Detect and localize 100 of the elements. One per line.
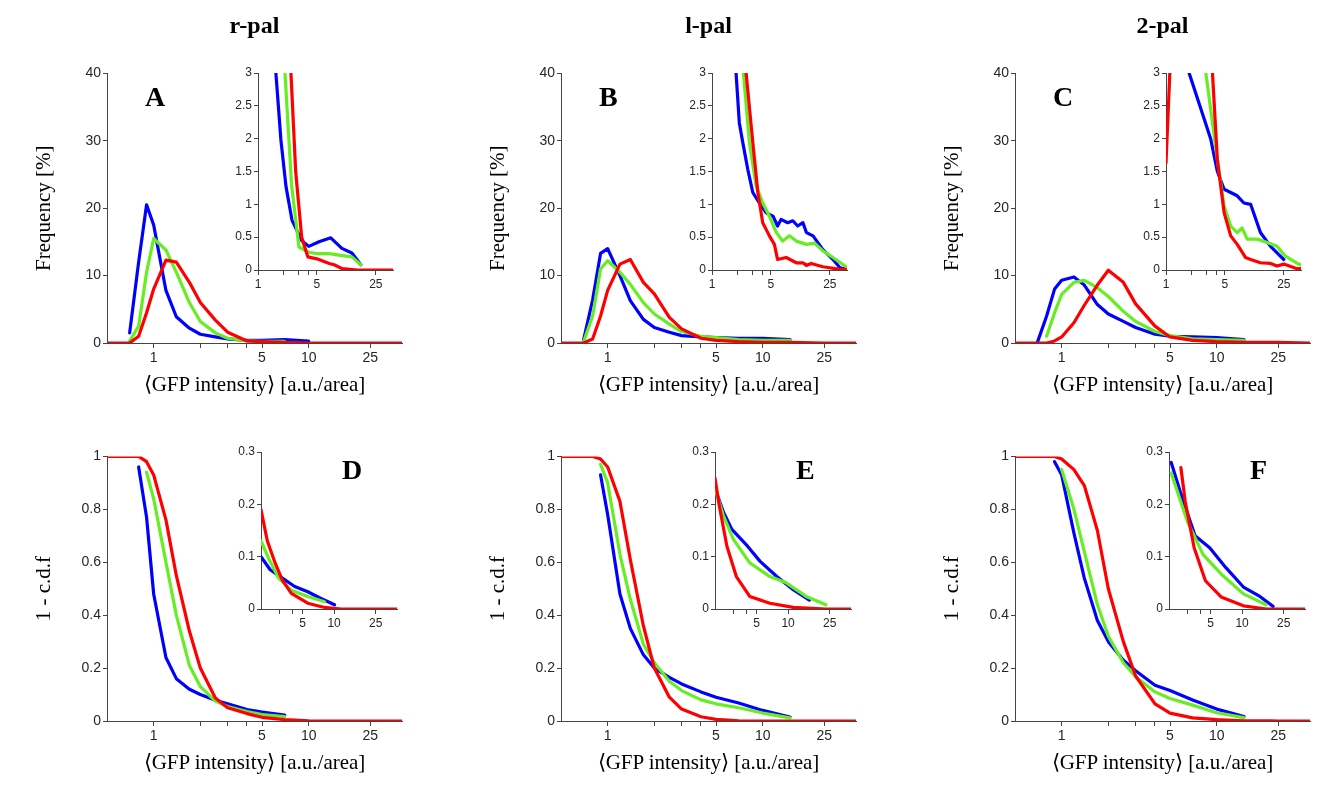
y-tick-label: 0 [245,262,253,277]
y-tick-label: 0.8 [535,500,556,517]
annotation: C [1053,81,1074,113]
x-axis-title: ⟨GFP intensity⟩ [a.u./area] [143,749,366,774]
x-tick-label: 5 [1166,349,1175,366]
y-tick-label: 0.5 [235,229,253,244]
x-tick-label: 10 [327,615,342,630]
x-tick-label: 25 [362,727,379,744]
y-tick-label: 2.5 [1143,98,1161,113]
x-axis-title: ⟨GFP intensity⟩ [a.u./area] [143,371,366,396]
y-tick-label: 0 [93,711,102,728]
y-tick-label: 30 [993,131,1010,148]
y-tick-label: 0.2 [692,496,710,511]
x-axis-title: ⟨GFP intensity⟩ [a.u./area] [1051,371,1274,396]
y-tick-label: 0.4 [81,606,102,623]
x-tick-label: 1 [149,349,158,366]
y-tick-label: 0.5 [1143,229,1161,244]
y-tick-label: 1 [1153,196,1161,211]
y-tick-label: 0.5 [689,229,707,244]
y-tick-label: 0.4 [989,606,1010,623]
y-tick-label: 0 [547,333,556,350]
x-tick-label: 10 [1235,615,1250,630]
y-tick-label: 0 [1156,601,1164,616]
y-tick-label: 1 [547,447,556,464]
x-tick-label: 25 [816,349,833,366]
y-tick-label: 40 [85,64,102,81]
y-tick-label: 40 [993,64,1010,81]
x-tick-label: 25 [823,276,837,291]
x-tick-label: 5 [712,349,721,366]
x-tick-label: 1 [1057,727,1066,744]
x-tick-label: 25 [368,615,383,630]
chart-title: 2-pal [1135,12,1190,39]
y-tick-label: 0.8 [81,500,102,517]
y-tick-label: 0 [1153,262,1161,277]
y-tick-label: 0 [93,333,102,350]
y-tick-label: 0 [248,601,256,616]
y-tick-label: 2.5 [235,98,253,113]
y-tick-label: 3 [1153,65,1161,80]
y-tick-label: 0.4 [535,606,556,623]
y-tick-label: 0.1 [238,548,256,563]
x-tick-label: 10 [754,727,771,744]
annotation: A [145,81,166,113]
x-tick-label: 5 [313,276,321,291]
annotation: B [599,81,618,113]
annotation: E [796,454,815,486]
annotation: F [1250,454,1268,486]
y-tick-label: 0.6 [81,553,102,570]
y-tick-label: 0 [1001,333,1010,350]
y-axis-title: 1 - c.d.f [485,556,510,622]
x-tick-label: 25 [816,727,833,744]
x-tick-label: 5 [712,727,721,744]
y-tick-label: 2 [1153,130,1161,145]
x-tick-label: 25 [1277,276,1291,291]
y-tick-label: 0.1 [692,548,710,563]
y-axis-title: Frequency [%] [939,145,964,271]
annotation: D [342,454,363,486]
y-tick-label: 0 [547,711,556,728]
y-axis-title: Frequency [%] [485,145,510,271]
x-tick-label: 25 [362,349,379,366]
y-tick-label: 40 [539,64,556,81]
x-axis-title: ⟨GFP intensity⟩ [a.u./area] [597,371,820,396]
y-tick-label: 3 [699,65,707,80]
x-tick-label: 1 [149,727,158,744]
y-tick-label: 0.2 [535,658,556,675]
y-tick-label: 0.2 [989,658,1010,675]
y-tick-label: 2 [699,130,707,145]
y-tick-label: 1 [699,196,707,211]
y-tick-label: 3 [245,65,253,80]
y-axis-title: 1 - c.d.f [31,556,56,622]
y-tick-label: 0 [1001,711,1010,728]
x-tick-label: 1 [1057,349,1066,366]
y-tick-label: 1.5 [235,163,253,178]
x-tick-label: 1 [603,727,612,744]
y-tick-label: 0.2 [238,496,256,511]
chart-title: r-pal [228,12,281,39]
y-tick-label: 0.6 [535,553,556,570]
y-tick-label: 20 [993,199,1010,216]
y-tick-label: 1 [1001,447,1010,464]
x-tick-label: 10 [754,349,771,366]
y-axis-title: 1 - c.d.f [939,556,964,622]
y-axis-title: Frequency [%] [31,145,56,271]
y-tick-label: 1.5 [1143,163,1161,178]
y-tick-label: 0.8 [989,500,1010,517]
x-tick-label: 10 [781,615,796,630]
x-tick-label: 5 [258,349,267,366]
x-tick-label: 5 [767,276,775,291]
y-tick-label: 30 [539,131,556,148]
x-tick-label: 10 [300,349,317,366]
x-tick-label: 5 [753,615,761,630]
y-tick-label: 0.3 [238,444,256,459]
x-tick-label: 25 [822,615,837,630]
y-tick-label: 0 [699,262,707,277]
y-tick-label: 30 [85,131,102,148]
y-tick-label: 0.3 [692,444,710,459]
x-tick-label: 10 [300,727,317,744]
x-tick-label: 1 [603,349,612,366]
x-tick-label: 5 [1221,276,1229,291]
y-tick-label: 20 [539,199,556,216]
y-tick-label: 20 [85,199,102,216]
x-tick-label: 25 [369,276,383,291]
